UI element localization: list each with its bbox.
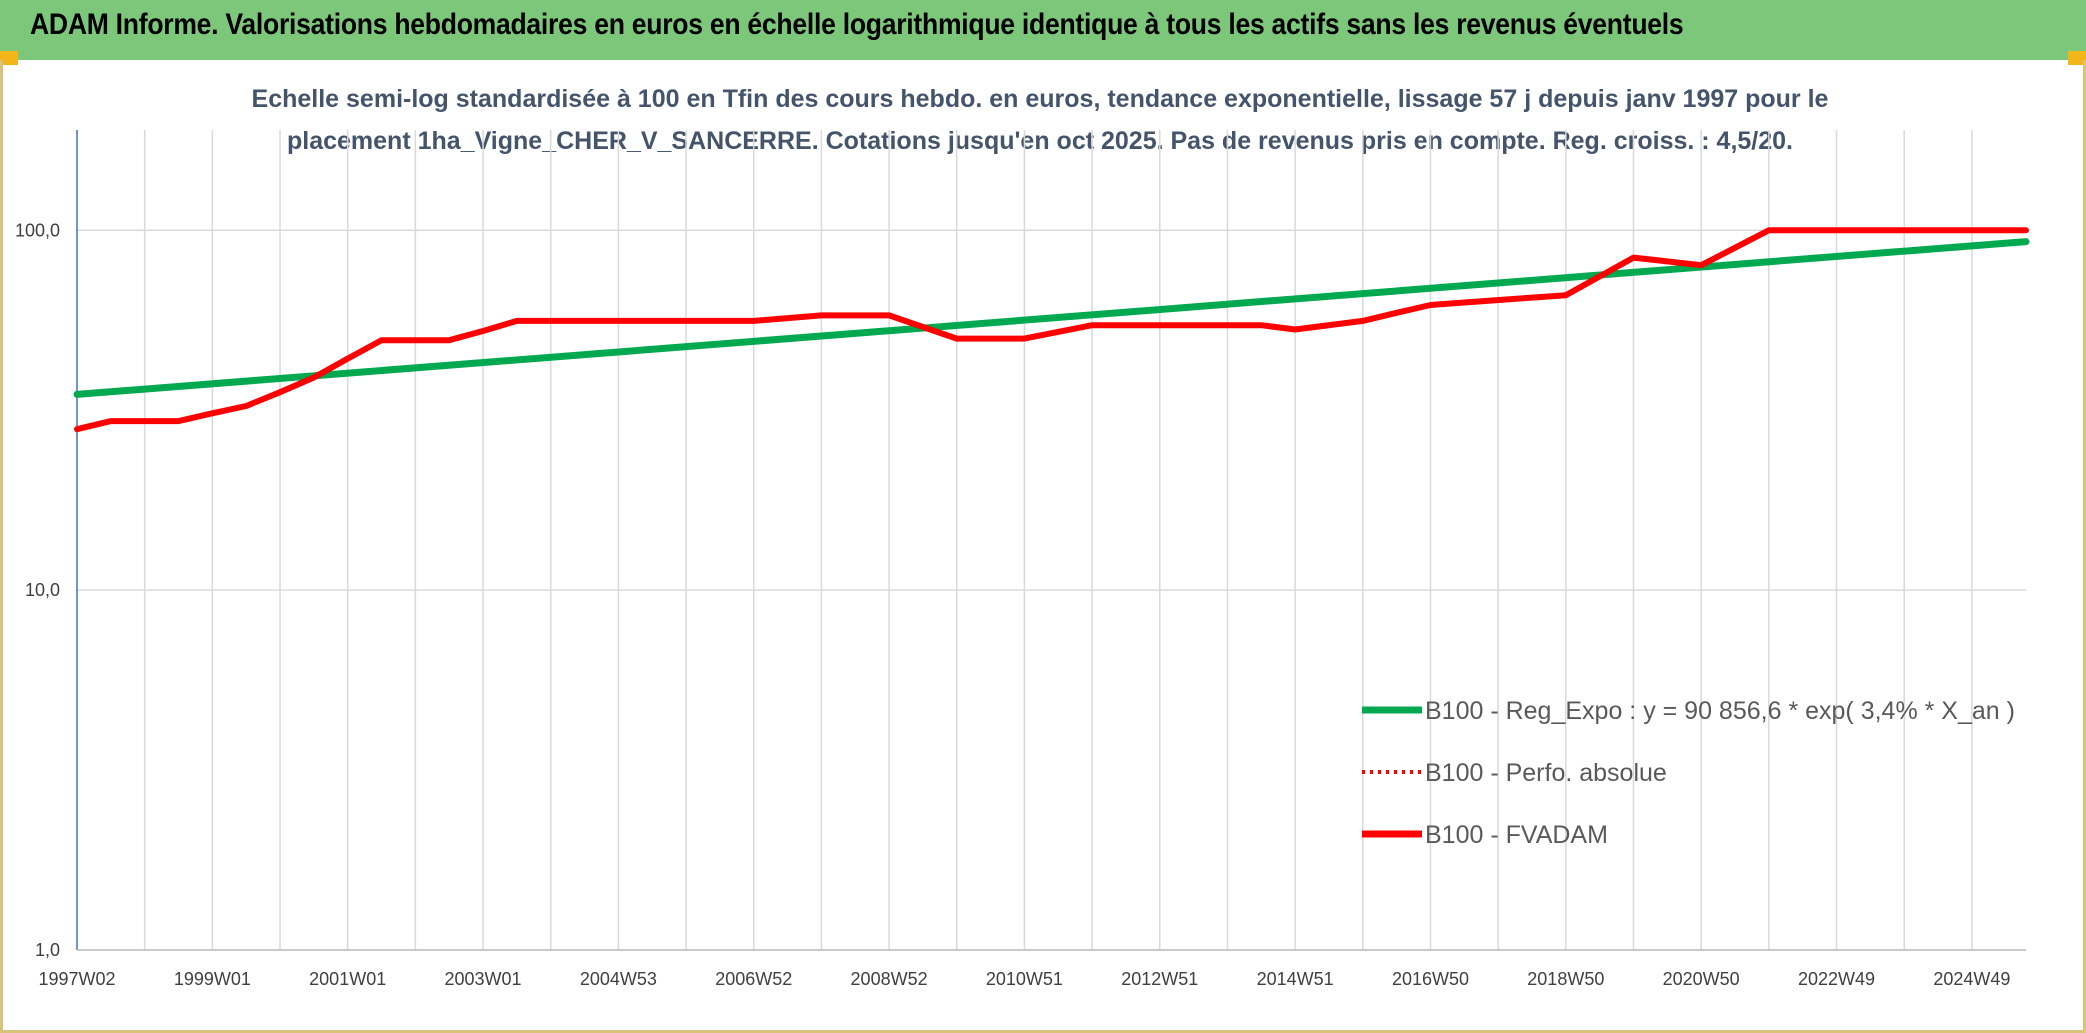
x-tick-label: 2012W51 bbox=[1121, 969, 1198, 989]
corner-accent-left bbox=[0, 51, 18, 65]
x-tick-label: 2022W49 bbox=[1798, 969, 1875, 989]
x-tick-label: 2004W53 bbox=[580, 969, 657, 989]
x-tick-label: 2008W52 bbox=[851, 969, 928, 989]
x-tick-label: 2006W52 bbox=[715, 969, 792, 989]
report-title: ADAM Informe. Valorisations hebdomadaire… bbox=[30, 8, 1684, 41]
x-tick-label: 2003W01 bbox=[445, 969, 522, 989]
x-tick-label: 2020W50 bbox=[1663, 969, 1740, 989]
gridlines bbox=[77, 130, 2026, 951]
corner-accent-right bbox=[2068, 51, 2086, 65]
legend-label-solid-red: B100 - FVADAM bbox=[1425, 821, 1608, 849]
chart-subtitle-line-2: placement 1ha_Vigne_CHER_V_SANCERRE. Cot… bbox=[287, 127, 1793, 155]
series-lines bbox=[73, 227, 2030, 433]
axes: 1,0 10,0 100,0 1997W02 1999W01 2001W01 2003W01… bbox=[15, 130, 2026, 989]
x-tick-label: 1999W01 bbox=[174, 969, 251, 989]
x-tick-label: 2018W50 bbox=[1527, 969, 1604, 989]
x-tick-label: 2001W01 bbox=[309, 969, 386, 989]
x-tick-label: 2010W51 bbox=[986, 969, 1063, 989]
frame-right bbox=[2083, 60, 2086, 1033]
x-tick-label: 2024W49 bbox=[1933, 969, 2010, 989]
legend: B100 - Reg_Expo : y = 90 856,6 * exp( 3,… bbox=[1362, 697, 2015, 849]
report-header: ADAM Informe. Valorisations hebdomadaire… bbox=[0, 0, 2086, 60]
series-line-solid-red bbox=[74, 227, 2029, 433]
chart-subtitle-line-1: Echelle semi-log standardisée à 100 en T… bbox=[252, 85, 1829, 113]
chart: Echelle semi-log standardisée à 100 en T… bbox=[15, 85, 2030, 989]
y-tick-label: 1,0 bbox=[35, 940, 60, 960]
legend-label-solid-green: B100 - Reg_Expo : y = 90 856,6 * exp( 3,… bbox=[1425, 697, 2015, 725]
frame-bottom bbox=[0, 1030, 2086, 1033]
frame-left bbox=[0, 60, 3, 1033]
y-tick-label: 100,0 bbox=[15, 220, 60, 240]
legend-label-dotted-red: B100 - Perfo. absolue bbox=[1425, 759, 1667, 787]
series-line-solid-green bbox=[73, 238, 2030, 398]
x-tick-label: 1997W02 bbox=[38, 969, 115, 989]
x-tick-label: 2016W50 bbox=[1392, 969, 1469, 989]
y-tick-label: 10,0 bbox=[25, 580, 60, 600]
x-tick-label: 2014W51 bbox=[1257, 969, 1334, 989]
